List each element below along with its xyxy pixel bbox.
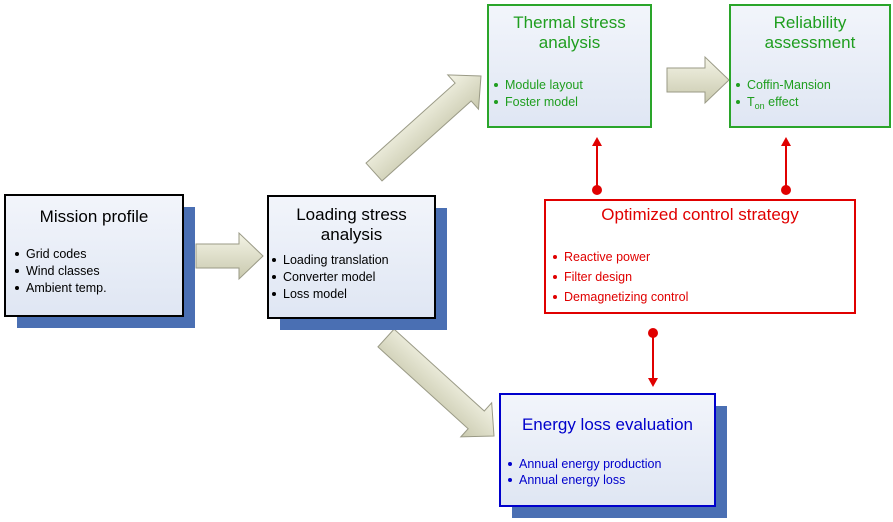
bullet-item: Foster model [505,95,578,109]
block-arrow [195,231,264,281]
bullet-item: Annual energy production [519,457,662,471]
arrow-head [592,137,602,146]
box [544,199,856,314]
bullet-item: Reactive power [564,250,650,264]
bullet-item: Loss model [283,287,347,301]
bullet-item: Converter model [283,270,375,284]
box-title: Mission profile [40,207,149,226]
box-title: analysis [321,225,382,244]
block-arrow [377,328,495,438]
item-subscript: on [755,101,765,111]
connector-energy [648,328,658,387]
bullet-item: Module layout [505,78,583,92]
layer: Mission profile Grid codes Wind classes Amb… [4,4,891,518]
connector-reliability [781,137,791,195]
arrow-head [781,137,791,146]
bullet-item: Annual energy loss [519,473,625,487]
bullet [553,295,557,299]
box-control: Optimized control strategy Reactive power… [544,199,856,314]
bullet [736,83,740,87]
box [499,393,716,507]
box-title: Optimized control strategy [601,205,799,224]
bullet-item: Coffin-Mansion [747,78,831,92]
box-title: Reliability [774,13,847,32]
connector-dot [592,185,602,195]
bullet [494,83,498,87]
box-title: Energy loss evaluation [522,415,693,434]
connector-dot [781,185,791,195]
bullet-item: Ambient temp. [26,281,107,295]
bullet [272,292,276,296]
bullet-item: Demagnetizing control [564,290,688,304]
connector-thermal [592,137,602,195]
bullet-item: Loading translation [283,253,389,267]
bullet [494,100,498,104]
bullet [508,478,512,482]
box-mission: Mission profile Grid codes Wind classes Amb… [4,194,195,328]
arrow-head [648,378,658,387]
bullet [272,275,276,279]
bullet-item: Ton effect [747,95,799,111]
bullet [15,269,19,273]
bullet [508,462,512,466]
bullet [15,286,19,290]
bullet-item: Filter design [564,270,632,284]
box [487,4,652,128]
bullet-item: Wind classes [26,264,100,278]
connector-dot [648,328,658,338]
box-title: assessment [765,33,856,52]
box-title: Thermal stress [513,13,625,32]
box-title: analysis [539,33,600,52]
box-title: Loading stress [296,205,407,224]
bullet-item: Grid codes [26,247,86,261]
box [267,195,436,319]
box-energy: Energy loss evaluation Annual energy prod… [499,393,727,518]
block-arrow [365,74,482,182]
item-main: T [747,95,755,109]
item-rest: effect [765,95,799,109]
bullet [553,275,557,279]
bullet [15,252,19,256]
box [729,4,891,128]
bullet [272,258,276,262]
bullet [736,100,740,104]
block-arrow [666,55,730,105]
box [4,194,184,317]
bullet [553,255,557,259]
